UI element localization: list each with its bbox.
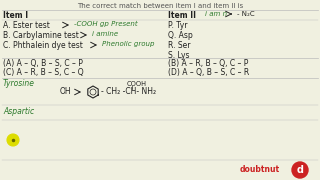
Text: (B) A – R, B – Q, C – P: (B) A – R, B – Q, C – P [168, 59, 248, 68]
Text: Aspartic: Aspartic [3, 107, 34, 116]
Text: C. Phthalein dye test: C. Phthalein dye test [3, 41, 83, 50]
Text: Item II: Item II [168, 11, 196, 20]
Text: Item I: Item I [3, 11, 28, 20]
Text: (D) A – Q, B – S, C – R: (D) A – Q, B – S, C – R [168, 68, 249, 77]
Text: d: d [297, 165, 303, 175]
Text: The correct match between item I and item II is: The correct match between item I and ite… [77, 3, 243, 9]
Text: -COOH gp Present: -COOH gp Present [74, 21, 138, 27]
Circle shape [292, 162, 308, 178]
Text: S. Lys: S. Lys [168, 51, 189, 60]
Text: - CH₂ -CH- NH₂: - CH₂ -CH- NH₂ [101, 87, 156, 96]
Text: Q. Asp: Q. Asp [168, 31, 193, 40]
Circle shape [7, 134, 19, 146]
Text: (C) A – R, B – S, C – Q: (C) A – R, B – S, C – Q [3, 68, 84, 77]
Text: i amine: i amine [92, 31, 118, 37]
Text: i am n: i am n [205, 11, 227, 17]
Text: - N₂C: - N₂C [237, 11, 255, 17]
Text: COOH: COOH [127, 81, 147, 87]
Text: A. Ester test: A. Ester test [3, 21, 50, 30]
Text: (A) A – Q, B – S, C – P: (A) A – Q, B – S, C – P [3, 59, 83, 68]
Text: B. Carbylamine test: B. Carbylamine test [3, 31, 79, 40]
Text: Phenolic group: Phenolic group [102, 41, 155, 47]
Text: R. Ser: R. Ser [168, 41, 190, 50]
Text: OH: OH [60, 87, 72, 96]
Text: doubtnut: doubtnut [240, 165, 280, 174]
Text: Tyrosine: Tyrosine [3, 79, 35, 88]
Text: P. Tyr: P. Tyr [168, 21, 188, 30]
